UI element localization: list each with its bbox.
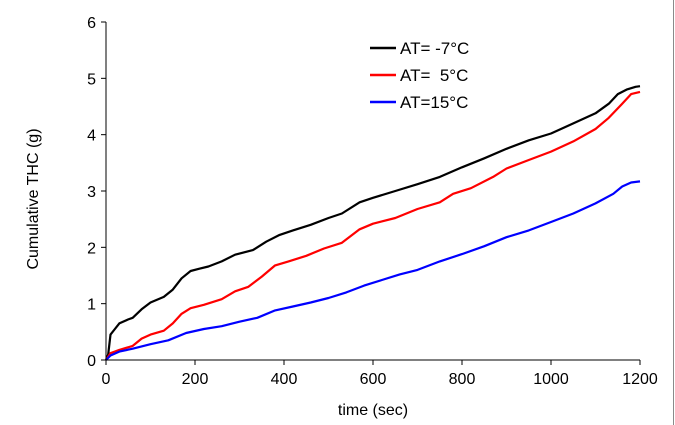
legend-label-0: AT= -7°C — [400, 39, 469, 58]
x-tick-label: 200 — [182, 371, 209, 388]
y-axis-label: Cumulative THC (g) — [25, 128, 42, 269]
y-tick-label: 5 — [87, 71, 96, 88]
x-tick-label: 400 — [271, 371, 298, 388]
series-line-2 — [105, 180, 641, 361]
x-tick-label: 1000 — [533, 371, 569, 388]
legend: AT= -7°C AT= 5°C AT=15°C — [370, 39, 469, 112]
y-tick-label: 1 — [87, 297, 96, 314]
y-tick-label: 4 — [87, 128, 96, 145]
y-tick-label: 2 — [87, 240, 96, 257]
series-line-1 — [105, 90, 641, 361]
legend-label-2: AT=15°C — [400, 93, 468, 112]
x-axis-label: time (sec) — [338, 402, 408, 419]
y-tick-label: 0 — [87, 353, 96, 370]
image-border — [673, 0, 674, 425]
x-tick-label: 600 — [360, 371, 387, 388]
x-tick-label: 0 — [102, 371, 111, 388]
x-tick-label: 1200 — [622, 371, 658, 388]
x-tick-label: 800 — [449, 371, 476, 388]
series-line-0 — [104, 85, 641, 361]
y-tick-label: 3 — [87, 184, 96, 201]
y-tick-label: 6 — [87, 15, 96, 32]
legend-label-1: AT= 5°C — [400, 66, 468, 85]
series-lines — [104, 85, 641, 361]
y-axis-ticks: 0 1 2 3 4 5 6 — [87, 15, 106, 370]
x-axis-ticks: 0 200 400 600 800 1000 1200 — [102, 360, 658, 388]
